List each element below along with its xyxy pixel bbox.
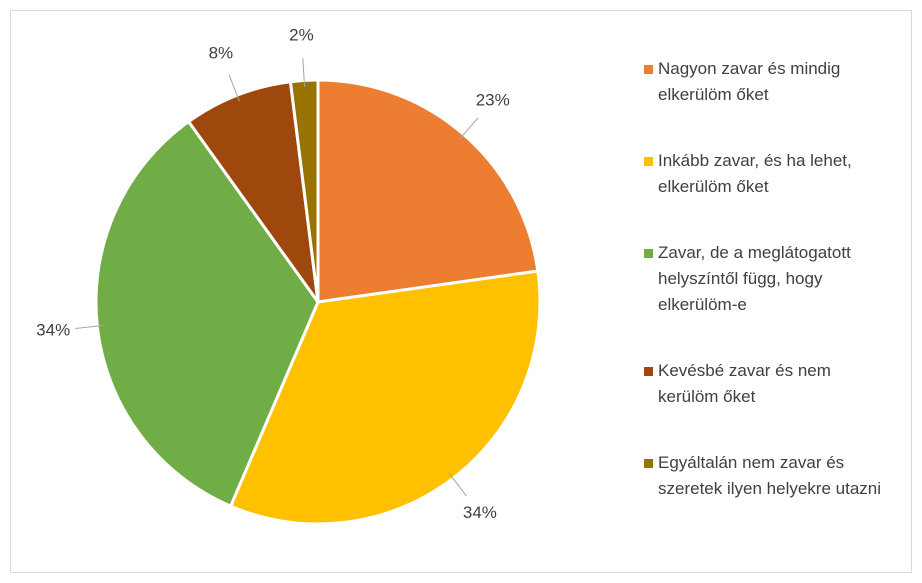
leader-line xyxy=(302,58,306,88)
chart-frame xyxy=(10,10,912,573)
legend-item: Egyáltalán nem zavar és szeretek ilyen h… xyxy=(640,450,890,502)
legend-label: Egyáltalán nem zavar és szeretek ilyen h… xyxy=(658,453,882,498)
legend-label: Nagyon zavar és mindig elkerülöm őket xyxy=(658,59,841,104)
legend-swatch xyxy=(644,459,653,468)
legend-label: Inkább zavar, és ha lehet, elkerülöm őke… xyxy=(658,151,852,196)
data-label: 2% xyxy=(289,26,314,45)
legend-item: Inkább zavar, és ha lehet, elkerülöm őke… xyxy=(640,148,890,200)
legend-swatch xyxy=(644,157,653,166)
data-label: 8% xyxy=(209,43,234,62)
legend-item: Kevésbé zavar és nem kerülöm őket xyxy=(640,358,890,410)
leader-line xyxy=(448,472,467,497)
pie-slice xyxy=(316,78,540,304)
legend: Nagyon zavar és mindig elkerülöm őket Ink… xyxy=(640,56,890,502)
leader-line xyxy=(228,74,240,102)
leader-line xyxy=(75,324,104,330)
data-label: 34% xyxy=(463,503,497,522)
legend-swatch xyxy=(644,367,653,376)
legend-label: Zavar, de a meglátogatott helyszíntől fü… xyxy=(658,243,851,314)
legend-swatch xyxy=(644,65,653,74)
legend-swatch xyxy=(644,249,653,258)
legend-item: Zavar, de a meglátogatott helyszíntől fü… xyxy=(640,240,890,318)
data-label: 34% xyxy=(36,320,70,339)
leader-line xyxy=(458,117,479,140)
data-label: 23% xyxy=(476,90,510,109)
legend-label: Kevésbé zavar és nem kerülöm őket xyxy=(658,361,831,406)
legend-item: Nagyon zavar és mindig elkerülöm őket xyxy=(640,56,890,108)
